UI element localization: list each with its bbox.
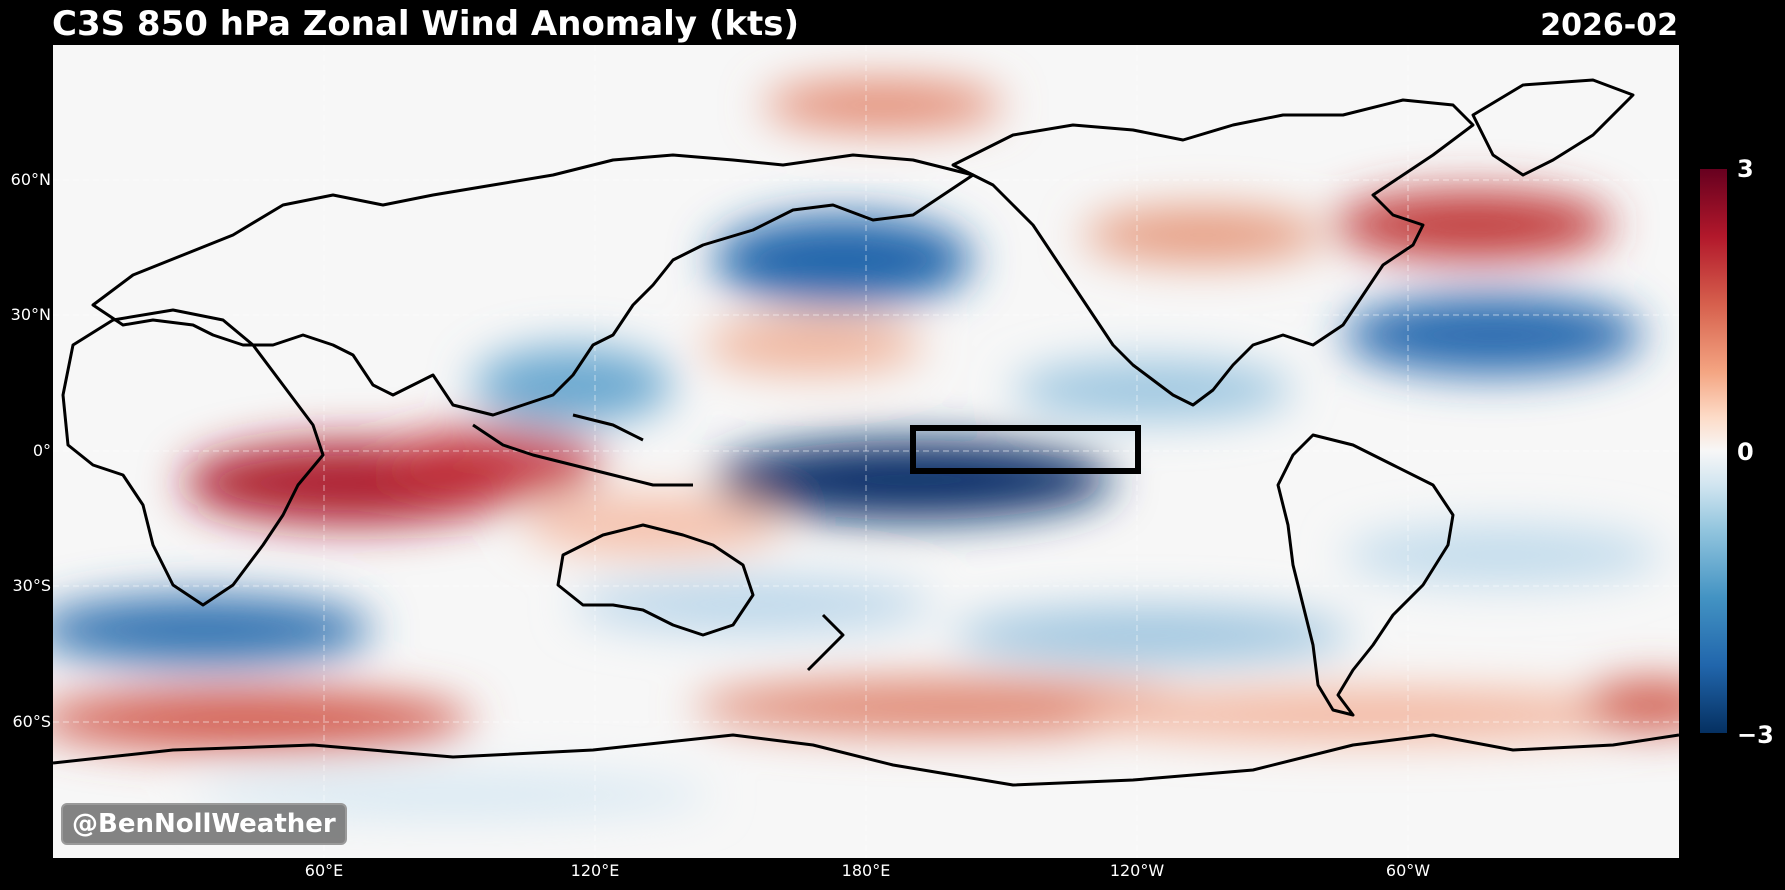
colorbar <box>1700 169 1727 733</box>
antarctica-coastline <box>53 733 1679 787</box>
lon-label-120e: 120°E <box>570 861 620 880</box>
south-america-coastline <box>1276 433 1455 717</box>
indonesia-coastline <box>472 413 693 487</box>
lon-label-60e: 60°E <box>304 861 344 880</box>
colorbar-tick-max: 3 <box>1737 155 1754 183</box>
lat-label-30n: 30°N <box>10 305 51 324</box>
watermark: @BenNollWeather <box>61 803 347 845</box>
coastlines <box>53 78 1679 787</box>
australia-coastline <box>556 523 755 637</box>
lat-label-equator: 0° <box>32 441 51 460</box>
lat-label-30s: 30°S <box>12 576 51 595</box>
map-date: 2026-02 <box>1540 8 1678 43</box>
africa-coastline <box>61 308 325 607</box>
lon-label-60w: 60°W <box>1385 861 1431 880</box>
lon-label-180e: 180°E <box>841 861 891 880</box>
new-zealand-coastline <box>806 613 845 672</box>
eurasia-coastline <box>91 153 975 417</box>
colorbar-tick-min: −3 <box>1737 721 1774 749</box>
map-title: C3S 850 hPa Zonal Wind Anomaly (kts) <box>52 4 800 44</box>
anomaly-field <box>53 80 1679 817</box>
wind-anomaly-map: @BenNollWeather <box>53 45 1679 858</box>
nino34-region-box <box>910 425 1141 474</box>
lat-label-60s: 60°S <box>12 712 51 731</box>
lon-label-120w: 120°W <box>1109 861 1165 880</box>
gridlines <box>53 45 1679 858</box>
colorbar-tick-zero: 0 <box>1737 438 1754 466</box>
north-america-coastline <box>951 98 1475 407</box>
greenland-coastline <box>1471 78 1635 177</box>
lat-label-60n: 60°N <box>10 170 51 189</box>
